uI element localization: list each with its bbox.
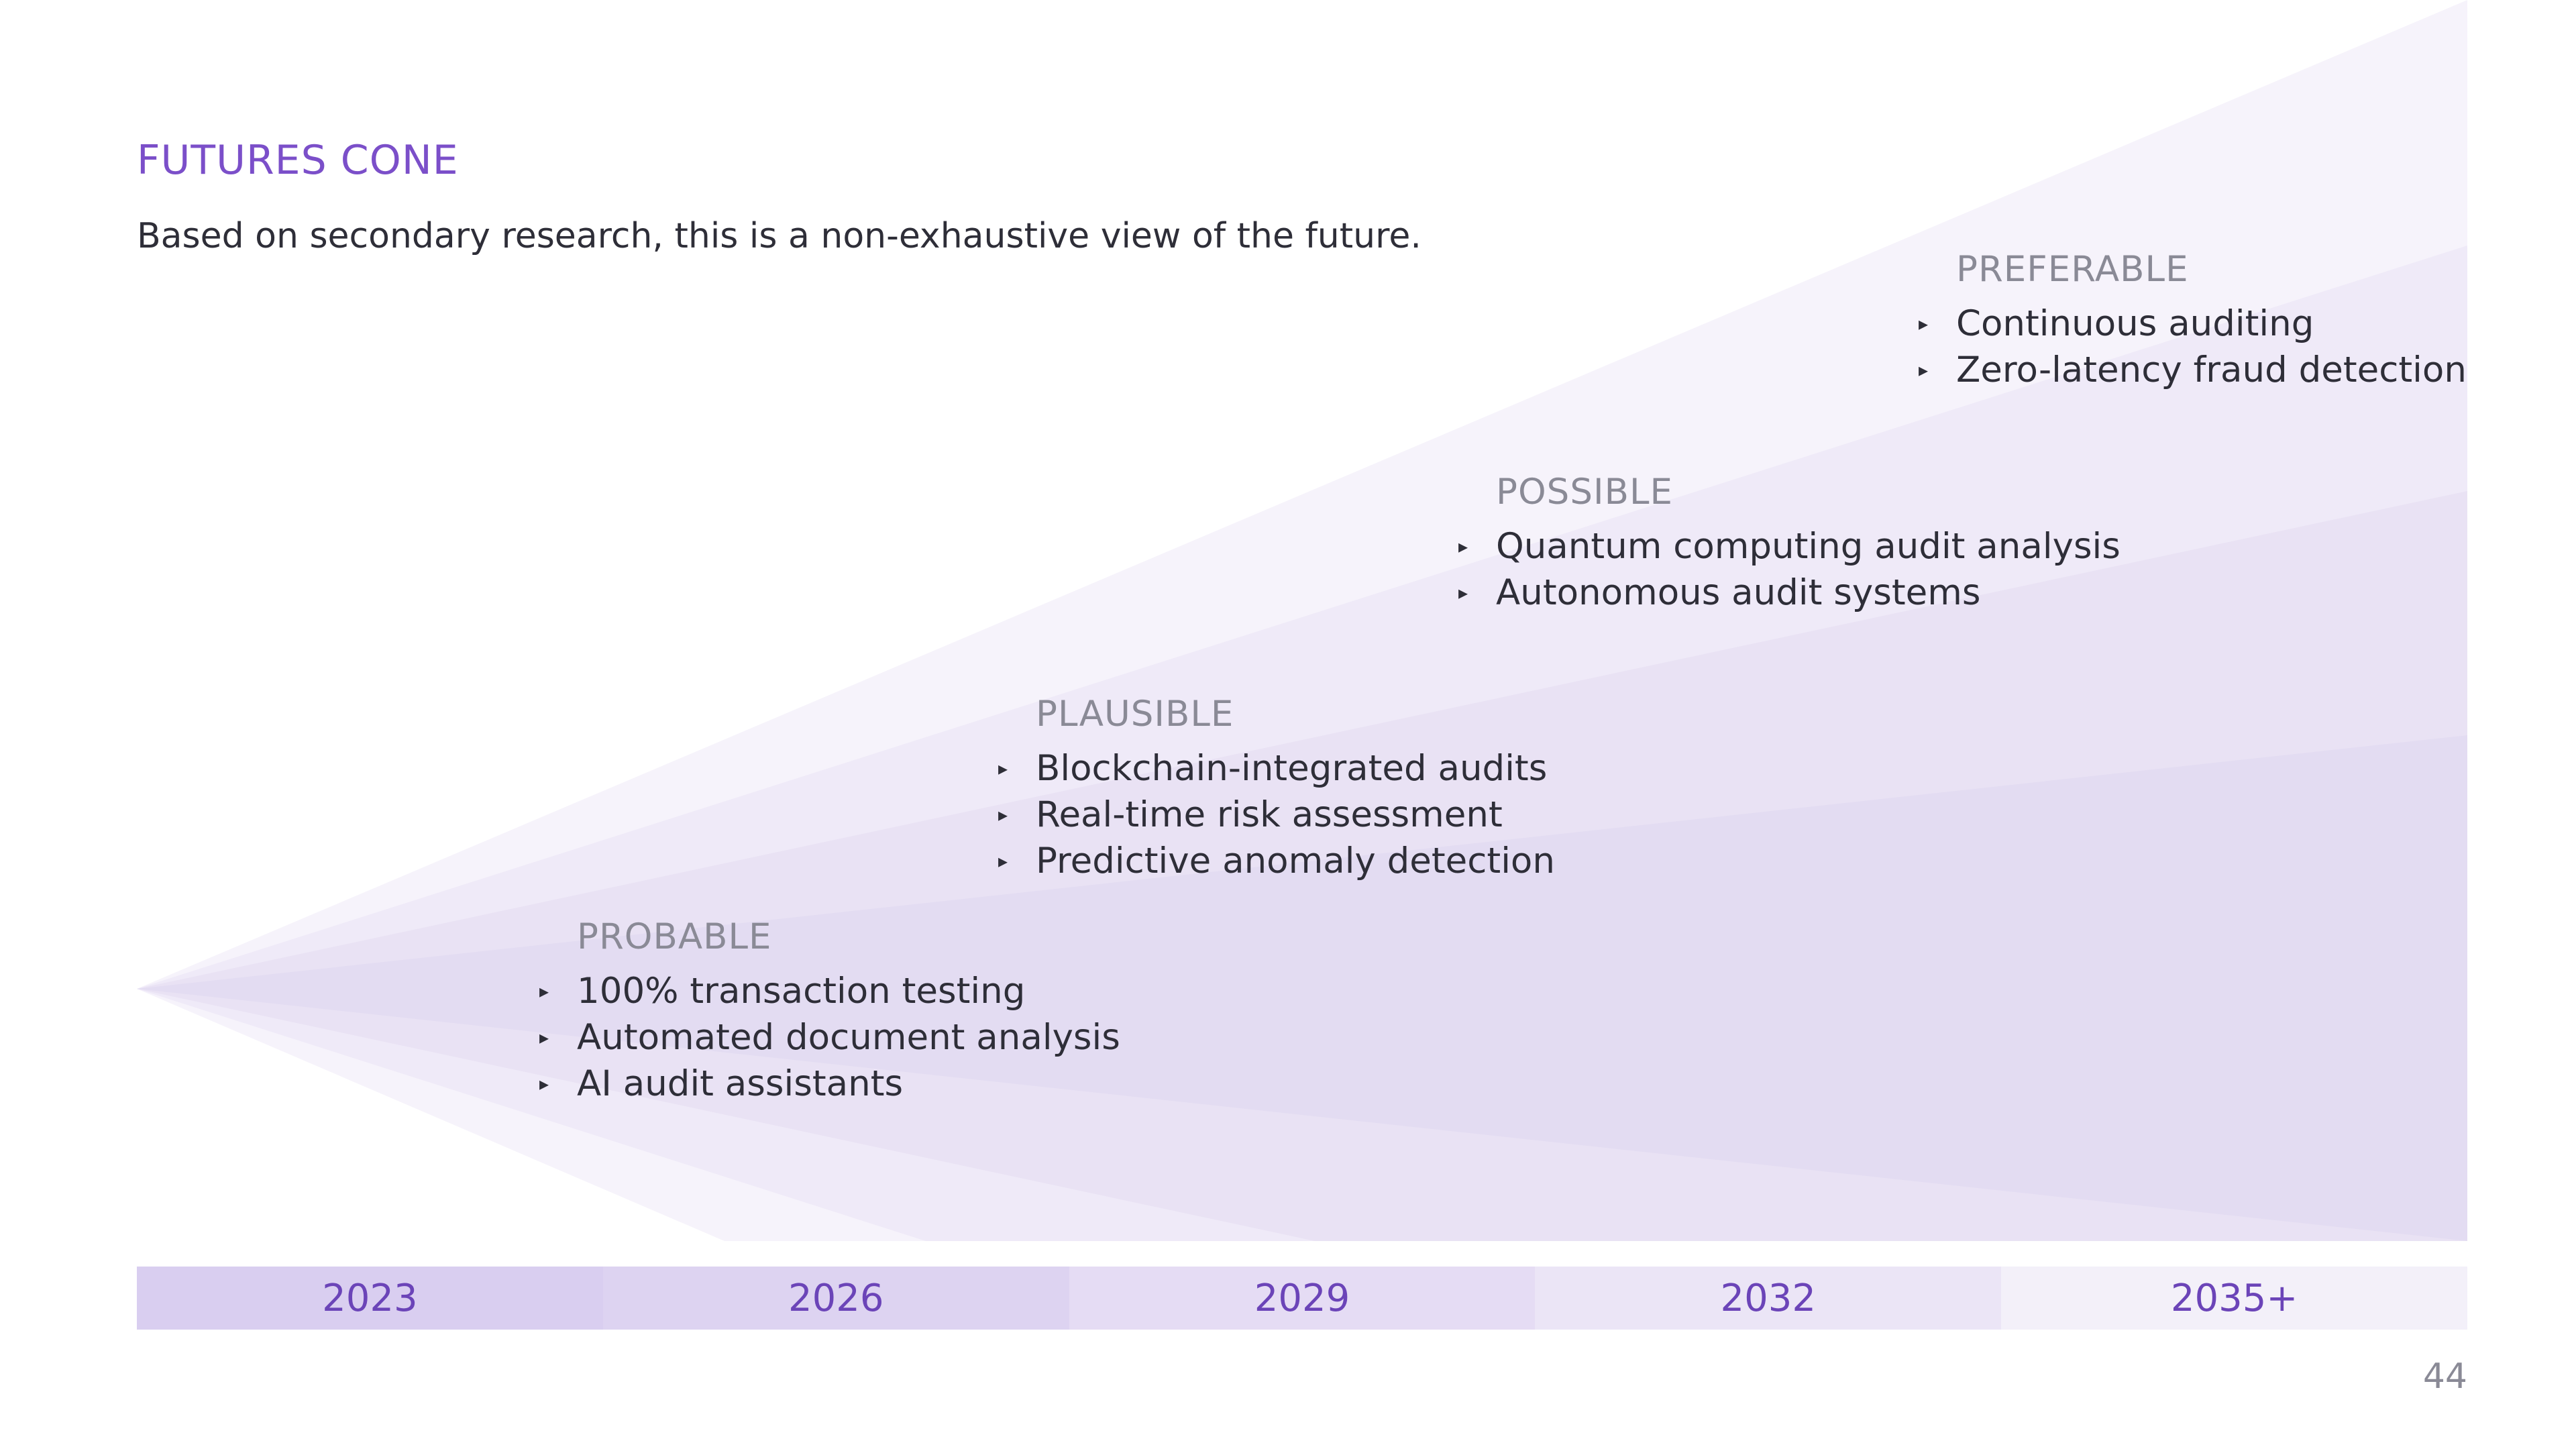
list-item: ▸ AI audit assistants [539, 1061, 1120, 1107]
group-heading-plausible: PLAUSIBLE [1036, 694, 1234, 735]
group-heading-possible: POSSIBLE [1496, 472, 1673, 513]
item-label: Real-time risk assessment [1036, 794, 1503, 835]
list-item: ▸ Continuous auditing [1919, 301, 2467, 347]
bullet-icon: ▸ [539, 1026, 549, 1049]
bullet-icon: ▸ [998, 757, 1008, 780]
page-subtitle: Based on secondary research, this is a n… [137, 216, 1421, 256]
item-label: Quantum computing audit analysis [1496, 526, 2121, 567]
group-probable: PROBABLE ▸ 100% transaction testing ▸ Auto… [539, 913, 1120, 1107]
timeline-bar: 2023 2026 2029 2032 2035+ [137, 1267, 2467, 1330]
item-label: Predictive anomaly detection [1036, 841, 1555, 881]
bullet-icon: ▸ [1458, 582, 1468, 604]
item-label: Zero-latency fraud detection [1956, 350, 2467, 390]
list-item: ▸ Automated document analysis [539, 1014, 1120, 1061]
list-item: ▸ Blockchain-integrated audits [998, 745, 1555, 792]
bullet-icon: ▸ [1458, 535, 1468, 557]
group-heading-probable: PROBABLE [577, 916, 772, 957]
item-label: AI audit assistants [577, 1063, 904, 1104]
group-plausible: PLAUSIBLE ▸ Blockchain-integrated audits … [998, 690, 1555, 884]
item-label: Autonomous audit systems [1496, 572, 1981, 613]
item-label: Automated document analysis [577, 1017, 1120, 1058]
cone-probable-band [137, 735, 2467, 1241]
bullet-icon: ▸ [998, 804, 1008, 826]
bullet-icon: ▸ [539, 1073, 549, 1095]
timeline-segment: 2032 [1535, 1267, 2002, 1330]
list-item: ▸ Quantum computing audit analysis [1458, 523, 2121, 570]
list-item: ▸ 100% transaction testing [539, 968, 1120, 1014]
list-item: ▸ Zero-latency fraud detection [1919, 347, 2467, 393]
timeline-segment: 2023 [137, 1267, 603, 1330]
timeline-segment: 2029 [1069, 1267, 1536, 1330]
list-item: ▸ Autonomous audit systems [1458, 570, 2121, 616]
page-title: FUTURES CONE [137, 137, 459, 184]
bullet-icon: ▸ [998, 850, 1008, 872]
group-preferable: PREFERABLE ▸ Continuous auditing ▸ Zero-la… [1919, 246, 2467, 393]
item-label: 100% transaction testing [577, 971, 1026, 1012]
bullet-icon: ▸ [1919, 313, 1929, 335]
item-label: Continuous auditing [1956, 303, 2314, 344]
page-number: 44 [2422, 1356, 2467, 1397]
timeline-segment: 2026 [602, 1267, 1069, 1330]
item-label: Blockchain-integrated audits [1036, 748, 1548, 789]
timeline-segment: 2035+ [2001, 1267, 2467, 1330]
bullet-icon: ▸ [539, 980, 549, 1002]
list-item: ▸ Real-time risk assessment [998, 792, 1555, 838]
group-possible: POSSIBLE ▸ Quantum computing audit analys… [1458, 468, 2121, 616]
list-item: ▸ Predictive anomaly detection [998, 838, 1555, 884]
group-heading-preferable: PREFERABLE [1956, 249, 2189, 290]
bullet-icon: ▸ [1919, 359, 1929, 381]
